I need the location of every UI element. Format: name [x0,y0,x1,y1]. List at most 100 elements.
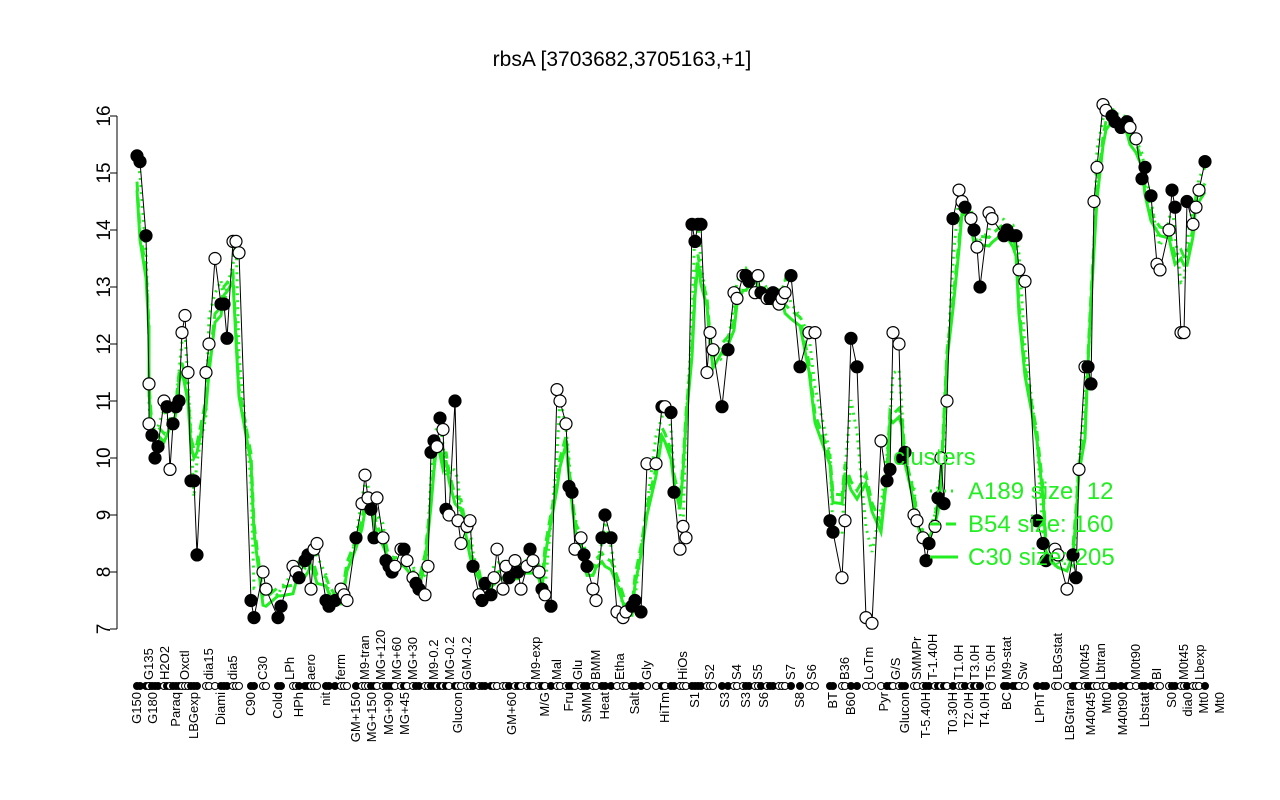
data-point-open [202,337,216,351]
data-point-filled [1036,536,1050,551]
data-point-open [454,536,468,551]
x-tick-label: BI [1149,668,1164,680]
data-point-open [778,286,792,300]
x-tick-label: H2O2 [157,646,172,680]
data-point-open [874,434,888,448]
x-tick-label: LBGtran [1062,692,1077,740]
x-tick-label: G180 [145,692,160,724]
x-tick-label: M9-0.2 [426,640,441,680]
data-point-filled [544,599,558,613]
x-tick-label: HPh [291,692,306,717]
data-point-open [1192,183,1206,197]
data-point-open [487,571,501,585]
data-point-open [400,553,414,568]
x-tick-label: T5.0H [983,645,998,680]
strip-marker [1156,682,1164,690]
data-point-open [706,343,720,357]
legend-entry-b54: B54 size: 160 [968,511,1113,538]
x-tick-label: Mt0 [1196,692,1211,714]
strip-marker [262,682,270,690]
data-point-open [892,337,906,351]
x-tick-label: Fru [561,692,576,712]
data-point-filled [823,514,837,528]
data-point-filled [580,559,594,573]
strip-marker [868,682,876,690]
data-point-open [730,291,744,305]
x-tick-label: S1 [687,692,702,708]
x-tick-label: G135 [141,648,156,680]
x-tick-label: Sw [1015,661,1030,680]
data-point-filled [1198,155,1212,169]
data-point-open [970,240,984,254]
data-point-open [418,588,432,602]
x-tick-label: SMMPr [909,636,924,680]
data-point-open [589,593,603,608]
data-point-open [553,394,567,408]
data-point-open [574,531,588,545]
x-tick-label: Glu [570,660,585,680]
y-tick-label: 14 [94,219,115,241]
x-tick-label: Diami [213,692,228,725]
x-tick-label: Glucon [897,692,912,733]
legend-entry-c30: C30 size: 205 [968,544,1115,571]
x-tick-label: LoTm [861,647,876,680]
x-tick-label: BC [999,692,1014,710]
x-tick-label: C90 [243,692,258,716]
x-tick-label: HiOs [675,651,690,680]
data-point-open [550,383,564,397]
strip-marker [811,682,819,690]
x-tick-label: M40t45 [1083,692,1098,735]
x-tick-label: Lbtran [1093,643,1108,680]
x-tick-label: Salt [627,692,642,715]
x-tick-label: Lbstat [1137,692,1152,728]
data-point-filled [247,610,261,625]
data-point-filled [217,297,231,311]
x-tick-label: LBGstat [1050,633,1065,680]
x-tick-label: nit [318,692,333,706]
data-point-open [1060,582,1074,596]
data-point-open [526,553,540,568]
data-point-filled [1039,553,1053,568]
x-tick-label: MG+90 [381,692,396,735]
x-tick-label: MG+45 [397,692,412,735]
x-tick-label: S4 [729,664,744,680]
x-tick-label: S2 [702,664,717,680]
x-tick-label: S7 [783,664,798,680]
data-point-open [934,451,948,465]
x-tick-label: LPhT [1032,692,1047,723]
data-point-open [1186,217,1200,231]
data-series [130,97,1212,630]
data-point-open [514,582,528,596]
data-point-open [835,571,849,585]
x-tick-label: S0 [1164,692,1179,708]
data-point-open [1123,120,1137,135]
data-point-filled [958,200,972,214]
data-point-filled [784,269,798,283]
data-point-filled [1069,571,1083,585]
x-tick-label: Oxctl [177,650,192,680]
x-tick-label: S3 [717,692,732,708]
x-tick-label: M9-stat [999,636,1014,680]
x-tick-label: Mt0 [1099,692,1114,714]
x-tick-label: dia5 [225,655,240,680]
data-point-open [1051,548,1065,562]
data-point-open [865,616,879,630]
x-tick-label: aero [303,654,318,680]
data-point-filled [565,485,579,499]
strip-marker [796,682,804,690]
data-point-open [1018,274,1032,288]
data-point-open [1189,200,1203,214]
data-point-filled [1138,160,1152,174]
data-point-open [208,251,222,266]
data-point-filled [244,593,258,608]
strip-marker [1201,682,1209,690]
strip-marker [976,682,984,690]
x-tick-label: T1.0H [951,645,966,680]
x-tick-label: Heat [597,692,612,720]
y-tick-label: 13 [94,276,115,297]
x-tick-label: Paraq [168,692,183,727]
data-point-open [952,183,966,197]
x-tick-label: T2.0H [961,692,976,727]
x-tick-label: Pyr [876,691,891,711]
